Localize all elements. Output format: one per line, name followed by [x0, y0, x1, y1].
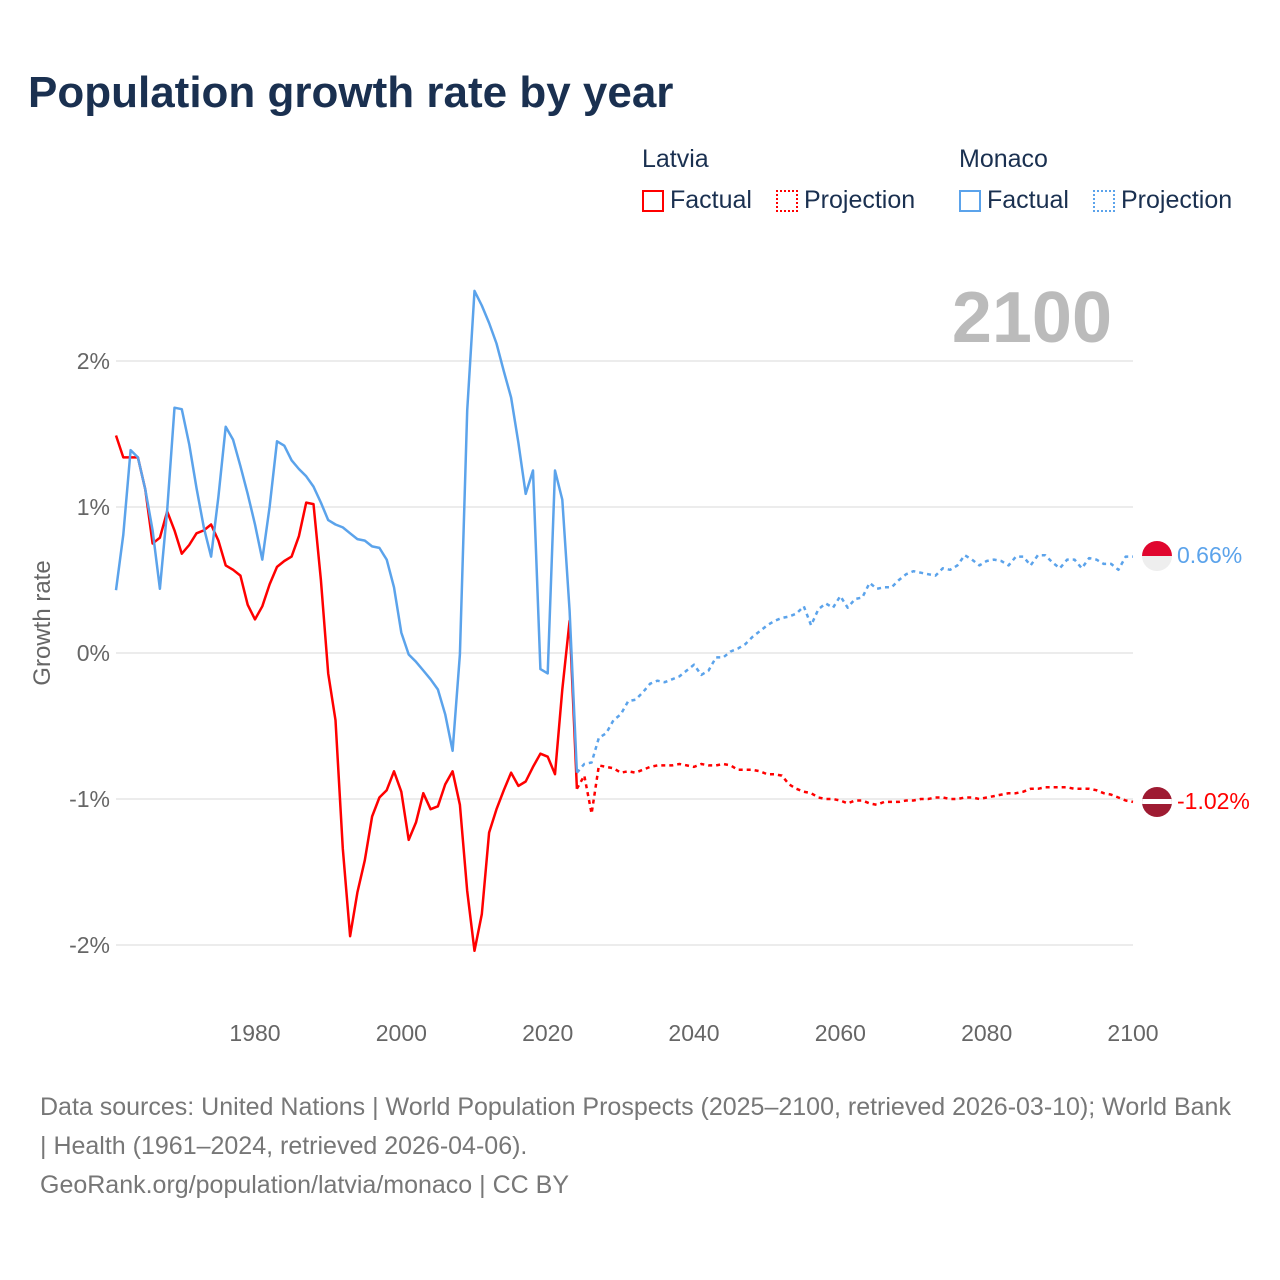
series-line-latvia-projection [575, 762, 1134, 815]
legend-monaco-factual[interactable]: Factual [959, 186, 1069, 215]
y-tick-label: 0% [77, 640, 110, 666]
y-tick-label: 2% [77, 348, 110, 374]
y-tick-label: -2% [69, 932, 110, 958]
y-axis-label: Growth rate [29, 560, 56, 685]
legend-swatch-dotted [776, 189, 798, 212]
year-indicator: 2100 [952, 278, 1112, 358]
legend-label: Factual [670, 186, 752, 214]
x-tick-label: 2080 [961, 1020, 1012, 1046]
legend-label: Factual [987, 186, 1069, 214]
series-line-monaco-factual [114, 289, 579, 773]
x-tick-label: 1980 [229, 1020, 280, 1046]
source-link[interactable]: GeoRank.org/population/latvia/monaco | C… [40, 1171, 570, 1199]
legend-latvia-projection[interactable]: Projection [776, 186, 915, 215]
legend-group-latvia: Latvia [642, 145, 709, 173]
source-note: Data sources: United Nations | World Pop… [40, 1088, 1240, 1205]
y-tick-label: 1% [77, 494, 110, 520]
legend-swatch-solid [959, 189, 981, 212]
monaco-end-label: 0.66% [1177, 542, 1242, 568]
legend-label: Projection [1121, 186, 1233, 214]
series-line-latvia-factual [114, 435, 579, 953]
legend-group-monaco: Monaco [959, 145, 1048, 173]
legend-label: Projection [804, 186, 916, 214]
source-text: Data sources: United Nations | World Pop… [40, 1093, 1231, 1160]
x-tick-label: 2060 [815, 1020, 866, 1046]
legend-latvia-factual[interactable]: Factual [642, 186, 752, 215]
x-tick-label: 2020 [522, 1020, 573, 1046]
x-tick-label: 2100 [1107, 1020, 1158, 1046]
y-tick-label: -1% [69, 786, 110, 812]
legend-swatch-dotted [1093, 189, 1115, 212]
latvia-flag-marker [1142, 787, 1172, 817]
legend-monaco-projection[interactable]: Projection [1093, 186, 1232, 215]
chart-title: Population growth rate by year [28, 68, 674, 117]
monaco-flag-marker [1142, 541, 1172, 571]
x-tick-label: 2000 [376, 1020, 427, 1046]
legend-swatch-solid [642, 189, 664, 212]
x-tick-label: 2040 [668, 1020, 719, 1046]
series-line-monaco-projection [575, 553, 1133, 774]
latvia-end-label: -1.02% [1177, 788, 1250, 814]
